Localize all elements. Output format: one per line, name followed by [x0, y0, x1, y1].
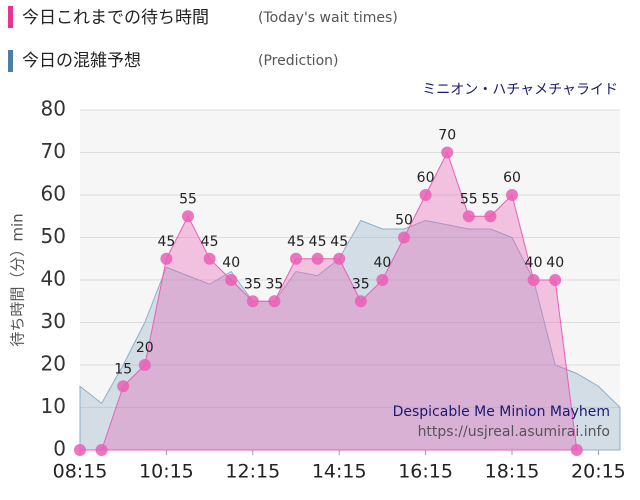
- data-label: 55: [460, 191, 478, 207]
- data-label: 60: [417, 170, 435, 186]
- data-label: 55: [481, 191, 499, 207]
- legend-label: 今日これまでの待ち時間: [22, 8, 209, 28]
- data-point: [506, 189, 518, 201]
- legend-swatch: [8, 50, 13, 72]
- x-tick-label: 08:15: [53, 461, 108, 483]
- data-label: 35: [352, 276, 370, 292]
- y-tick-label: 30: [41, 309, 66, 333]
- legend-label: 今日の混雑予想: [22, 51, 141, 71]
- data-label: 60: [503, 170, 521, 186]
- data-point: [246, 295, 259, 308]
- data-label: 45: [157, 234, 175, 250]
- data-point: [311, 252, 324, 265]
- y-tick-label: 0: [53, 437, 66, 461]
- y-tick-label: 60: [41, 182, 66, 206]
- data-point: [398, 231, 410, 244]
- data-label: 40: [546, 255, 564, 271]
- x-tick-label: 10:15: [139, 461, 194, 483]
- data-point: [462, 210, 475, 223]
- data-label: 50: [395, 213, 413, 229]
- y-axis-label: 待ち時間（分）min: [9, 213, 27, 346]
- x-tick-label: 20:15: [571, 461, 626, 483]
- data-point: [138, 359, 151, 371]
- y-tick-label: 80: [41, 97, 66, 121]
- data-point: [182, 210, 194, 223]
- data-point: [95, 444, 108, 456]
- data-point: [74, 444, 86, 456]
- data-label: 15: [114, 361, 132, 377]
- data-point: [527, 274, 540, 286]
- data-point: [354, 295, 367, 308]
- data-point: [268, 295, 281, 308]
- x-tick-label: 16:15: [398, 461, 453, 483]
- x-tick-label: 18:15: [485, 461, 540, 483]
- data-point: [484, 210, 497, 223]
- legend-note: (Today's wait times): [258, 10, 398, 26]
- data-point: [570, 444, 583, 456]
- data-point: [441, 146, 454, 159]
- x-tick-label: 12:15: [225, 461, 280, 483]
- data-point: [290, 252, 302, 265]
- data-point: [160, 252, 173, 265]
- data-point: [203, 252, 216, 265]
- watermark: Despicable Me Minion Mayhem: [393, 404, 610, 420]
- data-point: [419, 189, 432, 201]
- y-tick-label: 20: [41, 352, 66, 376]
- data-point: [117, 380, 130, 393]
- data-label: 45: [287, 234, 305, 250]
- data-label: 45: [330, 234, 348, 250]
- y-tick-label: 40: [41, 267, 66, 291]
- data-point: [549, 274, 562, 286]
- data-label: 40: [373, 255, 391, 271]
- data-label: 35: [265, 276, 283, 292]
- data-point: [225, 274, 238, 286]
- chart-title: ミニオン・ハチャメチャライド: [422, 82, 618, 98]
- data-point: [376, 274, 389, 286]
- data-label: 55: [179, 191, 197, 207]
- y-tick-label: 10: [41, 394, 66, 418]
- y-tick-label: 50: [41, 224, 66, 248]
- legend-note: (Prediction): [258, 53, 338, 69]
- data-label: 45: [309, 234, 327, 250]
- x-tick-label: 14:15: [312, 461, 367, 483]
- data-label: 45: [201, 234, 219, 250]
- data-label: 70: [438, 128, 456, 144]
- area: [79, 219, 621, 451]
- y-tick-label: 70: [41, 139, 66, 163]
- watermark: https://usjreal.asumirai.info: [418, 424, 610, 440]
- data-label: 40: [222, 255, 240, 271]
- data-point: [333, 252, 346, 265]
- legend-swatch: [8, 6, 13, 28]
- data-label: 40: [525, 255, 543, 271]
- data-label: 20: [136, 340, 154, 356]
- data-label: 35: [244, 276, 262, 292]
